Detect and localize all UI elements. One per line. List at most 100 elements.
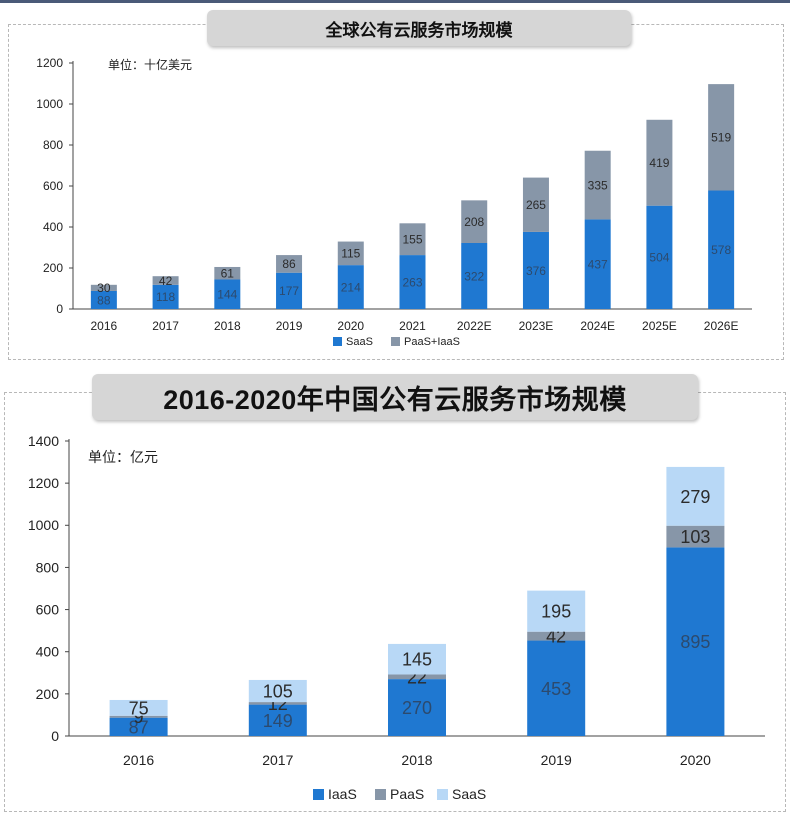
global-bar-paas-iaas [90, 284, 117, 291]
china-bar-iaas [666, 547, 725, 736]
china-bar-paas [109, 715, 168, 718]
global-bar-saas [708, 190, 735, 309]
global-x-tick-label: 2018 [214, 319, 241, 333]
global-data-label: 578 [711, 243, 731, 257]
global-unit-label: 单位：十亿美元 [108, 57, 192, 72]
global-y-tick-label: 600 [43, 179, 63, 193]
global-data-label: 419 [649, 156, 669, 170]
china-y-tick-label: 0 [51, 728, 59, 744]
global-x-tick-label: 2026E [704, 319, 739, 333]
global-x-tick-label: 2020 [337, 319, 364, 333]
china-unit-label: 单位：亿元 [88, 449, 158, 465]
global-data-label: 86 [282, 257, 296, 271]
global-bar-saas [214, 279, 241, 309]
global-chart-title: 全球公有云服务市场规模 [207, 10, 631, 46]
china-legend-label: IaaS [328, 786, 357, 802]
global-bar-saas [152, 284, 179, 309]
global-bar-paas-iaas [152, 276, 179, 285]
global-legend-label: PaaS+IaaS [404, 336, 460, 348]
global-x-tick-label: 2023E [519, 319, 554, 333]
global-y-tick-label: 200 [43, 261, 63, 275]
china-data-label: 87 [129, 717, 149, 737]
global-bar-paas-iaas [214, 266, 241, 280]
global-data-label: 263 [402, 275, 422, 289]
global-y-tick-label: 1000 [36, 97, 63, 111]
china-x-tick-label: 2017 [262, 752, 293, 768]
global-legend-swatch [391, 337, 400, 346]
china-data-label: 279 [680, 487, 710, 507]
global-bar-paas-iaas [708, 84, 735, 191]
global-data-label: 42 [159, 274, 173, 288]
china-x-tick-label: 2019 [541, 752, 572, 768]
china-bar-saas [666, 466, 725, 526]
china-data-label: 195 [541, 602, 571, 622]
global-data-label: 115 [341, 247, 360, 261]
global-bar-paas-iaas [461, 200, 488, 243]
global-y-tick-label: 400 [43, 220, 63, 234]
china-y-tick-label: 400 [36, 644, 60, 660]
china-bar-iaas [248, 704, 307, 736]
china-chart-title: 2016-2020年中国公有云服务市场规模 [92, 374, 698, 420]
china-bar-iaas [109, 717, 168, 736]
global-bar-saas [646, 205, 673, 309]
global-bar-paas-iaas [399, 223, 426, 256]
global-bar-saas [584, 219, 611, 309]
global-data-label: 61 [221, 267, 235, 281]
global-data-label: 214 [341, 280, 361, 294]
global-data-label: 144 [217, 288, 237, 302]
global-bar-saas [276, 272, 303, 309]
china-data-label: 270 [402, 698, 432, 718]
china-bar-paas [388, 674, 446, 680]
global-data-label: 376 [526, 264, 546, 278]
global-bar-paas-iaas [522, 177, 549, 232]
china-y-tick-label: 1000 [28, 517, 59, 533]
global-data-label: 88 [97, 293, 111, 307]
china-bar-saas [109, 699, 168, 716]
china-data-label: 453 [541, 679, 571, 699]
china-y-tick-label: 200 [36, 686, 60, 702]
china-y-tick-label: 1200 [28, 475, 59, 491]
china-legend-swatch [375, 789, 386, 800]
global-x-tick-label: 2019 [276, 319, 303, 333]
china-legend-swatch [437, 789, 448, 800]
global-bar-saas [337, 265, 364, 309]
global-data-label: 504 [649, 251, 669, 265]
global-bar-saas [522, 231, 549, 309]
global-bar-saas [461, 242, 488, 309]
global-bar-paas-iaas [276, 255, 303, 273]
china-bar-paas [666, 525, 725, 548]
global-y-tick-label: 1200 [36, 56, 63, 70]
china-x-tick-label: 2020 [680, 752, 711, 768]
china-data-label: 75 [129, 698, 149, 718]
china-legend-swatch [313, 789, 324, 800]
global-x-tick-label: 2025E [642, 319, 677, 333]
china-y-tick-label: 600 [36, 601, 60, 617]
global-x-tick-label: 2024E [580, 319, 615, 333]
global-data-label: 177 [279, 284, 299, 298]
china-bar-iaas [527, 640, 586, 736]
china-y-tick-label: 800 [36, 559, 60, 575]
china-data-label: 145 [402, 650, 432, 670]
global-x-tick-label: 2016 [91, 319, 118, 333]
china-bar-saas [388, 643, 446, 675]
china-x-tick-label: 2018 [401, 752, 432, 768]
global-data-label: 265 [526, 198, 546, 212]
china-bar-iaas [388, 679, 446, 736]
china-legend-label: SaaS [452, 786, 486, 802]
global-bar-saas [90, 290, 117, 309]
china-x-tick-label: 2016 [123, 752, 154, 768]
global-data-label: 118 [156, 290, 175, 304]
china-data-label: 895 [680, 632, 710, 652]
global-legend-label: SaaS [346, 336, 373, 348]
china-y-tick-label: 1400 [28, 433, 59, 449]
china-data-label: 149 [263, 711, 293, 731]
global-data-label: 519 [711, 131, 731, 145]
global-data-label: 437 [588, 258, 608, 272]
global-bar-paas-iaas [646, 119, 673, 206]
china-bar-paas [248, 702, 307, 705]
global-x-tick-label: 2021 [399, 319, 426, 333]
china-data-label: 9 [134, 707, 144, 727]
china-data-label: 103 [680, 527, 710, 547]
global-x-tick-label: 2017 [152, 319, 179, 333]
china-legend-label: PaaS [390, 786, 424, 802]
